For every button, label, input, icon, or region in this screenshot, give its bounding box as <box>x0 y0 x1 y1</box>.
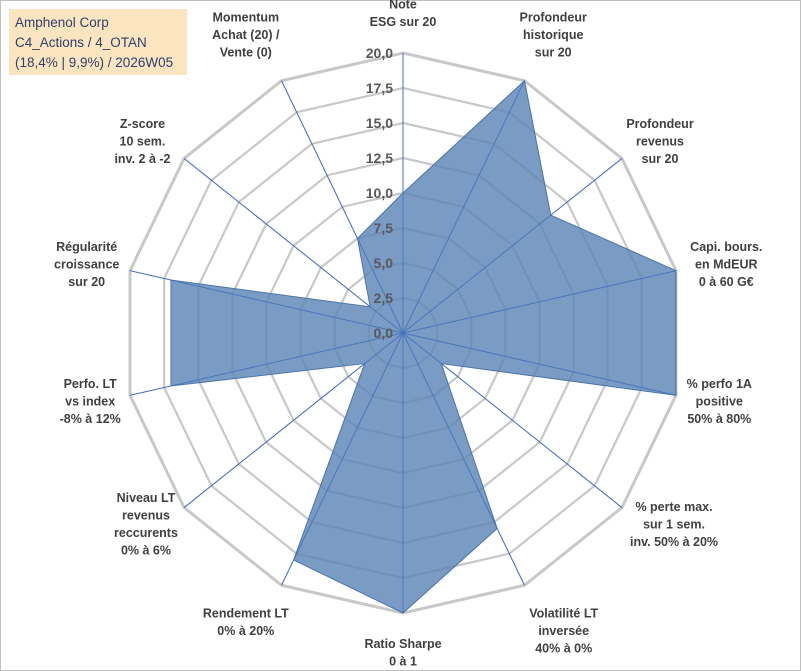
axis-label-line: 10 sem. <box>120 135 166 149</box>
axis-label: Volatilité LT inversée 40% à 0% <box>529 607 598 656</box>
spoke-overlay <box>183 332 404 508</box>
stats-line: (18,4% | 9,9%) / 2026W05 <box>15 55 174 70</box>
spoke-overlay <box>402 80 525 334</box>
axis-label-line: vs index <box>65 394 115 408</box>
axis-label: Perfo. LT vs index -8% à 12% <box>60 377 121 426</box>
axis-label-line: Note <box>389 0 417 12</box>
axis-label-line: inv. 2 à -2 <box>114 152 170 166</box>
axis-label: Momentum Achat (20) / Vente (0) <box>212 10 280 59</box>
axis-label-line: revenus <box>122 509 170 523</box>
axis-label: Niveau LT revenus reccurents 0% à 6% <box>114 491 178 558</box>
tick-label: 5,0 <box>374 255 394 271</box>
spoke-overlay <box>183 158 404 334</box>
tick-label: 12,5 <box>366 150 393 166</box>
tick-label: 7,5 <box>374 220 394 236</box>
axis-label-line: -8% à 12% <box>60 412 121 426</box>
axis-labels: Note ESG sur 20 Profondeur historique sur 20… <box>54 0 762 669</box>
spoke-overlay <box>281 80 404 334</box>
radar-series <box>129 53 677 614</box>
axis-label-line: Régularité <box>56 240 117 254</box>
axis-label: Z-score 10 sem. inv. 2 à -2 <box>114 117 170 166</box>
tick-label: 15,0 <box>366 115 393 131</box>
spoke-overlay <box>402 158 623 334</box>
axis-label-line: % perte max. <box>635 500 712 514</box>
axis-label-line: 0 à 1 <box>389 655 417 669</box>
axis-label-line: inv. 50% à 20% <box>630 535 718 549</box>
axis-label-line: croissance <box>54 258 119 272</box>
tick-label: 17,5 <box>366 80 393 96</box>
axis-label: Profondeur historique sur 20 <box>520 10 587 59</box>
axis-label-line: Rendement LT <box>203 607 289 621</box>
spoke-overlay <box>402 332 677 396</box>
axis-label-line: ESG sur 20 <box>370 15 437 29</box>
series-area <box>170 79 677 614</box>
axis-label: Régularité croissance sur 20 <box>54 240 119 289</box>
spoke-overlay <box>402 332 525 586</box>
axis-label: Profondeur revenus sur 20 <box>626 117 693 166</box>
subtitle-line: C4_Actions / 4_OTAN <box>15 35 147 50</box>
tick-label: 0,0 <box>374 325 394 341</box>
axis-label-line: 40% à 0% <box>535 642 592 656</box>
axis-label-line: revenus <box>636 135 684 149</box>
axis-label-line: Niveau LT <box>117 491 176 505</box>
spoke-overlay <box>402 332 623 508</box>
tick-label: 20,0 <box>366 45 393 61</box>
spoke-overlay <box>281 332 404 586</box>
radial-tick-labels: 0,0 2,5 5,0 7,5 10,0 12,5 15,0 17,5 20,0 <box>366 45 393 341</box>
axis-label-line: sur 20 <box>68 275 105 289</box>
axis-label-line: Profondeur <box>626 117 693 131</box>
axis-label-line: Vente (0) <box>220 45 272 59</box>
axis-label-line: 0 à 60 G€ <box>699 275 754 289</box>
axis-label-line: Achat (20) / <box>212 28 280 42</box>
axis-label-line: Z-score <box>120 117 165 131</box>
axis-label: Ratio Sharpe 0 à 1 <box>364 637 441 669</box>
axis-label-line: % perfo 1A <box>687 377 752 391</box>
axis-label-line: sur 20 <box>535 45 572 59</box>
axis-label-line: en MdEUR <box>695 258 758 272</box>
axis-label-line: positive <box>696 394 743 408</box>
axis-label-line: Momentum <box>212 10 279 24</box>
spoke-overlay <box>129 270 404 334</box>
spoke-overlay <box>129 332 404 396</box>
axis-label-line: Ratio Sharpe <box>364 637 441 651</box>
title-box: Amphenol Corp C4_Actions / 4_OTAN (18,4%… <box>9 9 187 75</box>
axis-label-line: historique <box>523 28 583 42</box>
axis-label: % perte max. sur 1 sem. inv. 50% à 20% <box>630 500 718 549</box>
axis-label-line: reccurents <box>114 526 178 540</box>
axis-label-line: sur 1 sem. <box>643 517 705 531</box>
axis-label-line: Capi. bours. <box>690 240 762 254</box>
axis-label-line: 0% à 20% <box>217 624 274 638</box>
axis-label: Capi. bours. en MdEUR 0 à 60 G€ <box>690 240 762 289</box>
title-line: Amphenol Corp <box>15 15 109 30</box>
spoke-overlay <box>402 270 677 334</box>
tick-label: 10,0 <box>366 185 393 201</box>
axis-label-line: Perfo. LT <box>64 377 118 391</box>
axis-label: Note ESG sur 20 <box>370 0 437 29</box>
tick-label: 2,5 <box>374 290 394 306</box>
axis-label-line: inversée <box>538 624 589 638</box>
axis-label-line: Profondeur <box>520 10 587 24</box>
axis-label-line: 50% à 80% <box>687 412 751 426</box>
axis-label-line: Volatilité LT <box>529 607 598 621</box>
axis-label: Rendement LT 0% à 20% <box>203 607 289 639</box>
axis-label-line: sur 20 <box>642 152 679 166</box>
axis-label: % perfo 1A positive 50% à 80% <box>687 377 752 426</box>
axis-label-line: 0% à 6% <box>121 544 171 558</box>
